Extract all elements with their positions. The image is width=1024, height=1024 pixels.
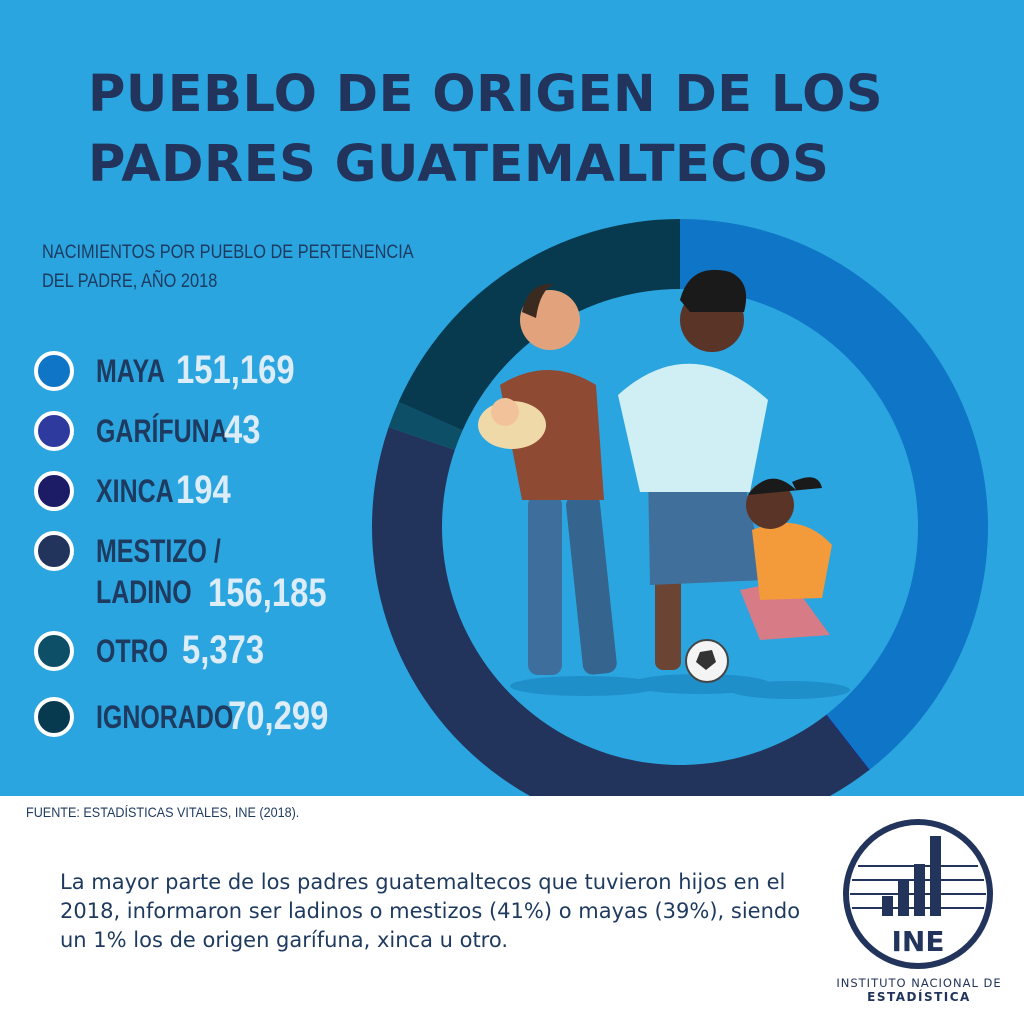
legend-swatch-otro: [34, 631, 74, 671]
page-title: PUEBLO DE ORIGEN DE LOS PADRES GUATEMALT…: [88, 60, 883, 200]
legend-label-garifuna: GARÍFUNA: [96, 413, 228, 449]
legend-value-mestizo-ladino: 156,185: [208, 571, 327, 615]
chart-subtitle: NACIMIENTOS POR PUEBLO DE PERTENENCIA DE…: [42, 238, 414, 296]
family-illustration: [478, 269, 850, 699]
donut-slice-otro: [388, 401, 463, 450]
chart-legend: MAYA 151,169 GARÍFUNA 43 XINCA 194 MESTI…: [34, 0, 394, 796]
legend-value-maya: 151,169: [176, 348, 295, 392]
legend-label-otro: OTRO: [96, 633, 169, 669]
subtitle-line-1: NACIMIENTOS POR PUEBLO DE PERTENENCIA: [42, 242, 414, 263]
legend-value-xinca: 194: [176, 468, 231, 512]
legend-swatch-xinca: [34, 471, 74, 511]
legend-item-ignorado: IGNORADO: [34, 697, 272, 737]
title-line-2: PADRES GUATEMALTECOS: [88, 135, 830, 194]
legend-swatch-mestizo-ladino: [34, 531, 74, 571]
legend-value-ignorado: 70,299: [228, 694, 329, 738]
legend-value-garifuna: 43: [224, 408, 261, 452]
infographic-panel: PUEBLO DE ORIGEN DE LOS PADRES GUATEMALT…: [0, 0, 1024, 796]
ine-caption-line-1: INSTITUTO NACIONAL DE: [836, 976, 1002, 990]
title-line-1: PUEBLO DE ORIGEN DE LOS: [88, 65, 884, 124]
legend-label-mestizo-ladino-line-2: LADINO: [96, 574, 192, 610]
legend-item-garifuna: GARÍFUNA: [34, 411, 265, 451]
legend-item-maya: MAYA: [34, 351, 184, 391]
legend-swatch-garifuna: [34, 411, 74, 451]
legend-label-maya: MAYA: [96, 353, 165, 389]
subtitle-line-2: DEL PADRE, AÑO 2018: [42, 271, 218, 292]
summary-text: La mayor parte de los padres guatemaltec…: [60, 870, 801, 952]
ine-caption-line-2: ESTADÍSTICA: [867, 990, 971, 1004]
source-note: FUENTE: ESTADÍSTICAS VITALES, INE (2018)…: [26, 804, 300, 820]
legend-item-mestizo-ladino: MESTIZO /: [34, 531, 256, 571]
donut-slice-gar-funa: [826, 714, 870, 770]
legend-label-ignorado: IGNORADO: [96, 699, 234, 735]
donut-slice-maya: [680, 219, 988, 770]
ine-logo: INE: [843, 819, 993, 969]
legend-label-xinca: XINCA: [96, 473, 174, 509]
legend-swatch-maya: [34, 351, 74, 391]
legend-label-mestizo-ladino-line-1: MESTIZO /: [96, 533, 221, 569]
legend-item-xinca: XINCA: [34, 471, 196, 511]
ine-logo-text: INE: [892, 925, 945, 958]
donut-slice-mestizo-ladino: [371, 427, 869, 796]
legend-item-otro: OTRO: [34, 631, 188, 671]
legend-value-otro: 5,373: [182, 628, 265, 672]
donut-slice-xinca: [825, 714, 870, 771]
legend-swatch-ignorado: [34, 697, 74, 737]
donut-chart: [371, 219, 988, 796]
ine-caption: INSTITUTO NACIONAL DE ESTADÍSTICA: [826, 976, 1012, 1004]
